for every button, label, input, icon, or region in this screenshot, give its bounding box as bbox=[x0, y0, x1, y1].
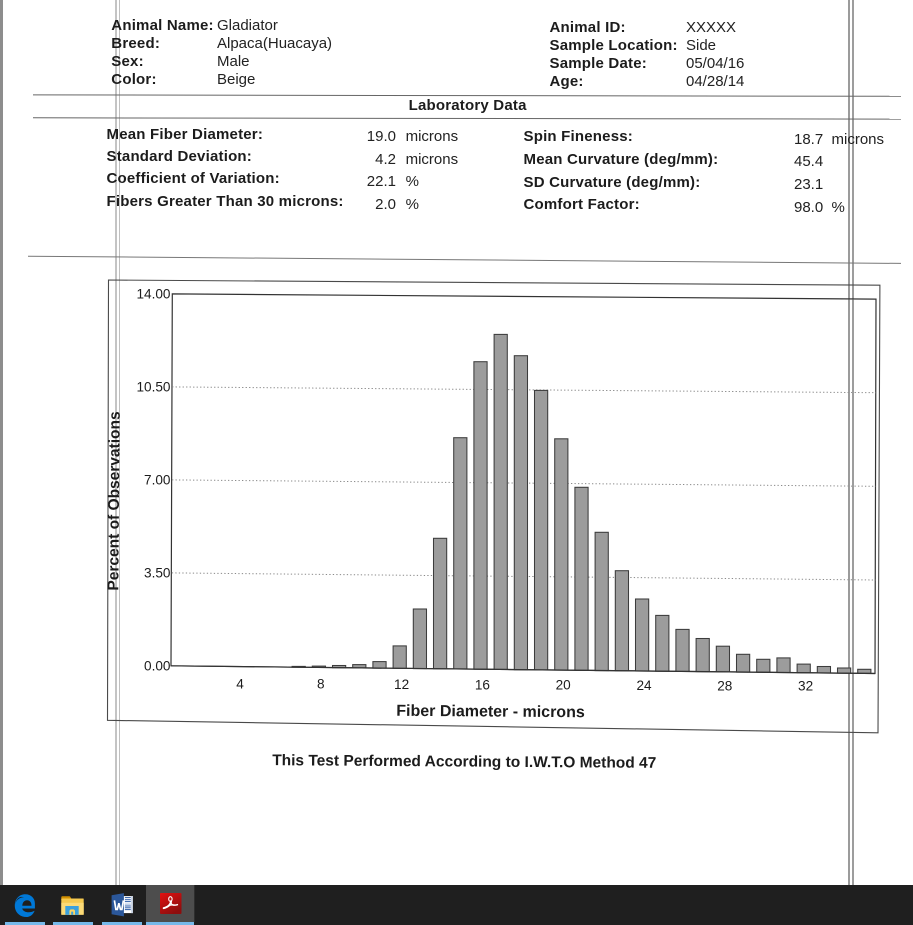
svg-text:0.00: 0.00 bbox=[144, 659, 171, 674]
svg-text:32: 32 bbox=[798, 679, 813, 694]
svg-text:3.50: 3.50 bbox=[144, 566, 171, 581]
svg-text:20: 20 bbox=[556, 678, 572, 693]
svg-text:7.00: 7.00 bbox=[144, 473, 171, 488]
svg-text:This Test Performed According: This Test Performed According to I.W.T.O… bbox=[272, 752, 656, 772]
svg-text:24: 24 bbox=[636, 678, 652, 693]
svg-text:28: 28 bbox=[717, 678, 732, 693]
svg-text:14.00: 14.00 bbox=[136, 287, 170, 302]
svg-text:Fiber Diameter - microns: Fiber Diameter - microns bbox=[396, 703, 585, 721]
svg-text:4: 4 bbox=[236, 676, 244, 691]
svg-text:12: 12 bbox=[394, 677, 409, 692]
svg-text:10.50: 10.50 bbox=[136, 380, 170, 395]
svg-text:8: 8 bbox=[317, 677, 325, 692]
svg-text:16: 16 bbox=[475, 677, 490, 692]
